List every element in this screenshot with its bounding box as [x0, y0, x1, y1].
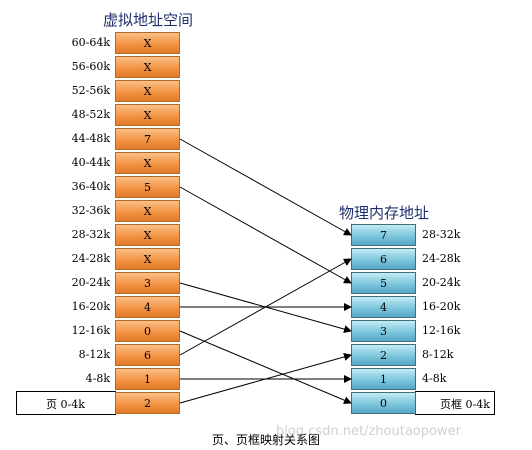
physical-frame-range-label: 20-24k [422, 276, 461, 289]
virtual-page-box: X [115, 248, 180, 270]
physical-frame-range-label: 16-20k [422, 300, 461, 313]
virtual-page-range-label: 16-20k [71, 300, 110, 313]
physical-frame-range-label: 8-12k [422, 348, 454, 361]
virtual-page-range-label: 48-52k [71, 108, 110, 121]
virtual-page-range-label: 12-16k [71, 324, 110, 337]
watermark: blog.csdn.net/zhoutaopower [276, 424, 461, 439]
virtual-page-box: 1 [115, 368, 180, 390]
mapping-arrow [179, 138, 352, 236]
virtual-page-range-label: 36-40k [71, 180, 110, 193]
virtual-page-range-label: 60-64k [71, 36, 110, 49]
virtual-page-box: 7 [115, 128, 180, 150]
virtual-page-box: X [115, 152, 180, 174]
virtual-page-box: 2 [115, 392, 180, 414]
physical-frame-range-label: 4-8k [422, 372, 447, 385]
virtual-page-box: X [115, 224, 180, 246]
physical-memory-title: 物理内存地址 [339, 204, 430, 222]
virtual-page-zero-label: 页 0-4k [46, 398, 85, 411]
physical-frame-box: 4 [351, 296, 416, 318]
physical-frame-range-label: 24-28k [422, 252, 461, 265]
virtual-page-box: 0 [115, 320, 180, 342]
mapping-arrow [179, 330, 352, 404]
virtual-page-range-label: 24-28k [71, 252, 110, 265]
physical-frame-box: 7 [351, 224, 416, 246]
virtual-page-range-label: 40-44k [71, 156, 110, 169]
virtual-page-range-label: 52-56k [71, 84, 110, 97]
mapping-arrow [179, 353, 352, 404]
figure-caption: 页、页框映射关系图 [211, 433, 320, 447]
virtual-page-range-label: 8-12k [78, 348, 110, 361]
virtual-page-box: X [115, 32, 180, 54]
physical-frame-range-label: 12-16k [422, 324, 461, 337]
virtual-page-box: X [115, 80, 180, 102]
virtual-page-range-label: 4-8k [85, 372, 110, 385]
virtual-page-zero-bracket [16, 391, 116, 415]
virtual-page-range-label: 44-48k [71, 132, 110, 145]
mapping-arrow [179, 186, 352, 284]
physical-frame-zero-label: 页框 0-4k [440, 398, 490, 411]
virtual-page-box: X [115, 56, 180, 78]
physical-frame-box: 6 [351, 248, 416, 270]
virtual-page-range-label: 56-60k [71, 60, 110, 73]
virtual-page-box: 3 [115, 272, 180, 294]
virtual-page-range-label: 28-32k [71, 228, 110, 241]
virtual-page-box: X [115, 200, 180, 222]
virtual-page-range-label: 32-36k [71, 204, 110, 217]
virtual-page-box: 5 [115, 176, 180, 198]
physical-frame-range-label: 28-32k [422, 228, 461, 241]
mapping-arrow [179, 258, 352, 356]
virtual-page-range-label: 20-24k [71, 276, 110, 289]
virtual-page-box: 6 [115, 344, 180, 366]
virtual-page-box: 4 [115, 296, 180, 318]
physical-frame-zero-bracket [415, 391, 495, 415]
virtual-page-box: X [115, 104, 180, 126]
virtual-address-space-title: 虚拟地址空间 [103, 11, 194, 29]
